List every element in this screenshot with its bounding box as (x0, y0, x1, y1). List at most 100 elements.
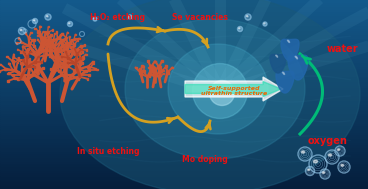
Bar (70, 42, 71, 44)
Bar (160, 66, 162, 67)
Ellipse shape (301, 151, 305, 153)
Bar (47, 39, 49, 41)
Bar (0, 40, 368, 42)
Bar (23, 60, 25, 61)
Bar (158, 66, 160, 68)
Bar (8, 72, 10, 74)
Bar (0, 164, 368, 166)
Bar (63, 49, 64, 51)
Bar (163, 70, 164, 71)
Bar (52, 29, 53, 31)
Bar (92, 61, 94, 62)
Bar (0, 89, 368, 91)
Bar (85, 54, 86, 55)
Bar (0, 11, 368, 13)
Bar (41, 42, 42, 43)
Bar (151, 65, 152, 67)
Bar (66, 65, 67, 67)
Bar (75, 58, 77, 60)
Bar (55, 62, 57, 64)
Bar (86, 78, 88, 80)
Bar (0, 64, 1, 65)
Bar (20, 52, 21, 53)
Bar (47, 26, 49, 27)
Bar (42, 67, 44, 69)
Bar (21, 69, 22, 71)
Bar (0, 129, 368, 130)
Bar (57, 57, 59, 58)
Bar (0, 70, 368, 72)
Bar (0, 104, 368, 106)
Polygon shape (276, 55, 277, 57)
Bar (0, 115, 368, 117)
Bar (0, 0, 368, 2)
Bar (0, 77, 368, 79)
Bar (0, 62, 368, 64)
Text: Mo doping: Mo doping (182, 154, 228, 163)
Bar (47, 32, 49, 33)
Ellipse shape (60, 0, 360, 189)
Bar (74, 60, 75, 62)
Bar (0, 13, 368, 15)
Bar (153, 67, 155, 68)
Bar (43, 31, 44, 32)
Bar (154, 60, 156, 62)
Bar (0, 32, 368, 34)
Bar (74, 53, 75, 55)
Bar (148, 67, 149, 68)
FancyArrow shape (185, 77, 283, 101)
Bar (29, 58, 30, 60)
Bar (0, 57, 368, 59)
Bar (26, 52, 28, 54)
Bar (80, 49, 82, 50)
Bar (163, 73, 164, 74)
Ellipse shape (69, 23, 70, 24)
Bar (43, 57, 45, 58)
Bar (66, 58, 67, 60)
Bar (0, 168, 368, 170)
Bar (51, 49, 52, 51)
Bar (0, 60, 368, 62)
Bar (79, 53, 80, 54)
Bar (0, 132, 368, 134)
Bar (53, 39, 54, 41)
Bar (56, 57, 58, 59)
Bar (67, 32, 68, 33)
Bar (96, 69, 98, 70)
Bar (22, 46, 24, 47)
Bar (0, 36, 368, 38)
Bar (62, 45, 64, 46)
Bar (42, 48, 43, 50)
Bar (48, 36, 50, 37)
Bar (0, 23, 368, 25)
Bar (44, 49, 45, 51)
Bar (52, 50, 53, 51)
Bar (0, 30, 368, 32)
Bar (0, 159, 368, 161)
Bar (0, 4, 368, 6)
Bar (149, 70, 151, 72)
Bar (54, 46, 56, 48)
Bar (153, 66, 154, 67)
Bar (25, 57, 26, 59)
Bar (17, 49, 18, 50)
Bar (28, 37, 30, 39)
Bar (80, 58, 82, 60)
Polygon shape (287, 40, 290, 43)
Bar (45, 31, 46, 33)
Bar (0, 187, 368, 189)
Bar (154, 68, 155, 70)
Bar (61, 33, 63, 34)
Ellipse shape (247, 16, 248, 17)
Bar (0, 130, 368, 132)
Bar (71, 74, 73, 76)
Bar (36, 57, 38, 59)
Bar (0, 170, 368, 172)
Bar (86, 49, 88, 51)
Bar (72, 53, 74, 54)
Bar (150, 66, 151, 67)
Bar (0, 149, 368, 151)
Bar (0, 136, 368, 138)
Bar (0, 64, 368, 66)
Bar (0, 127, 368, 129)
